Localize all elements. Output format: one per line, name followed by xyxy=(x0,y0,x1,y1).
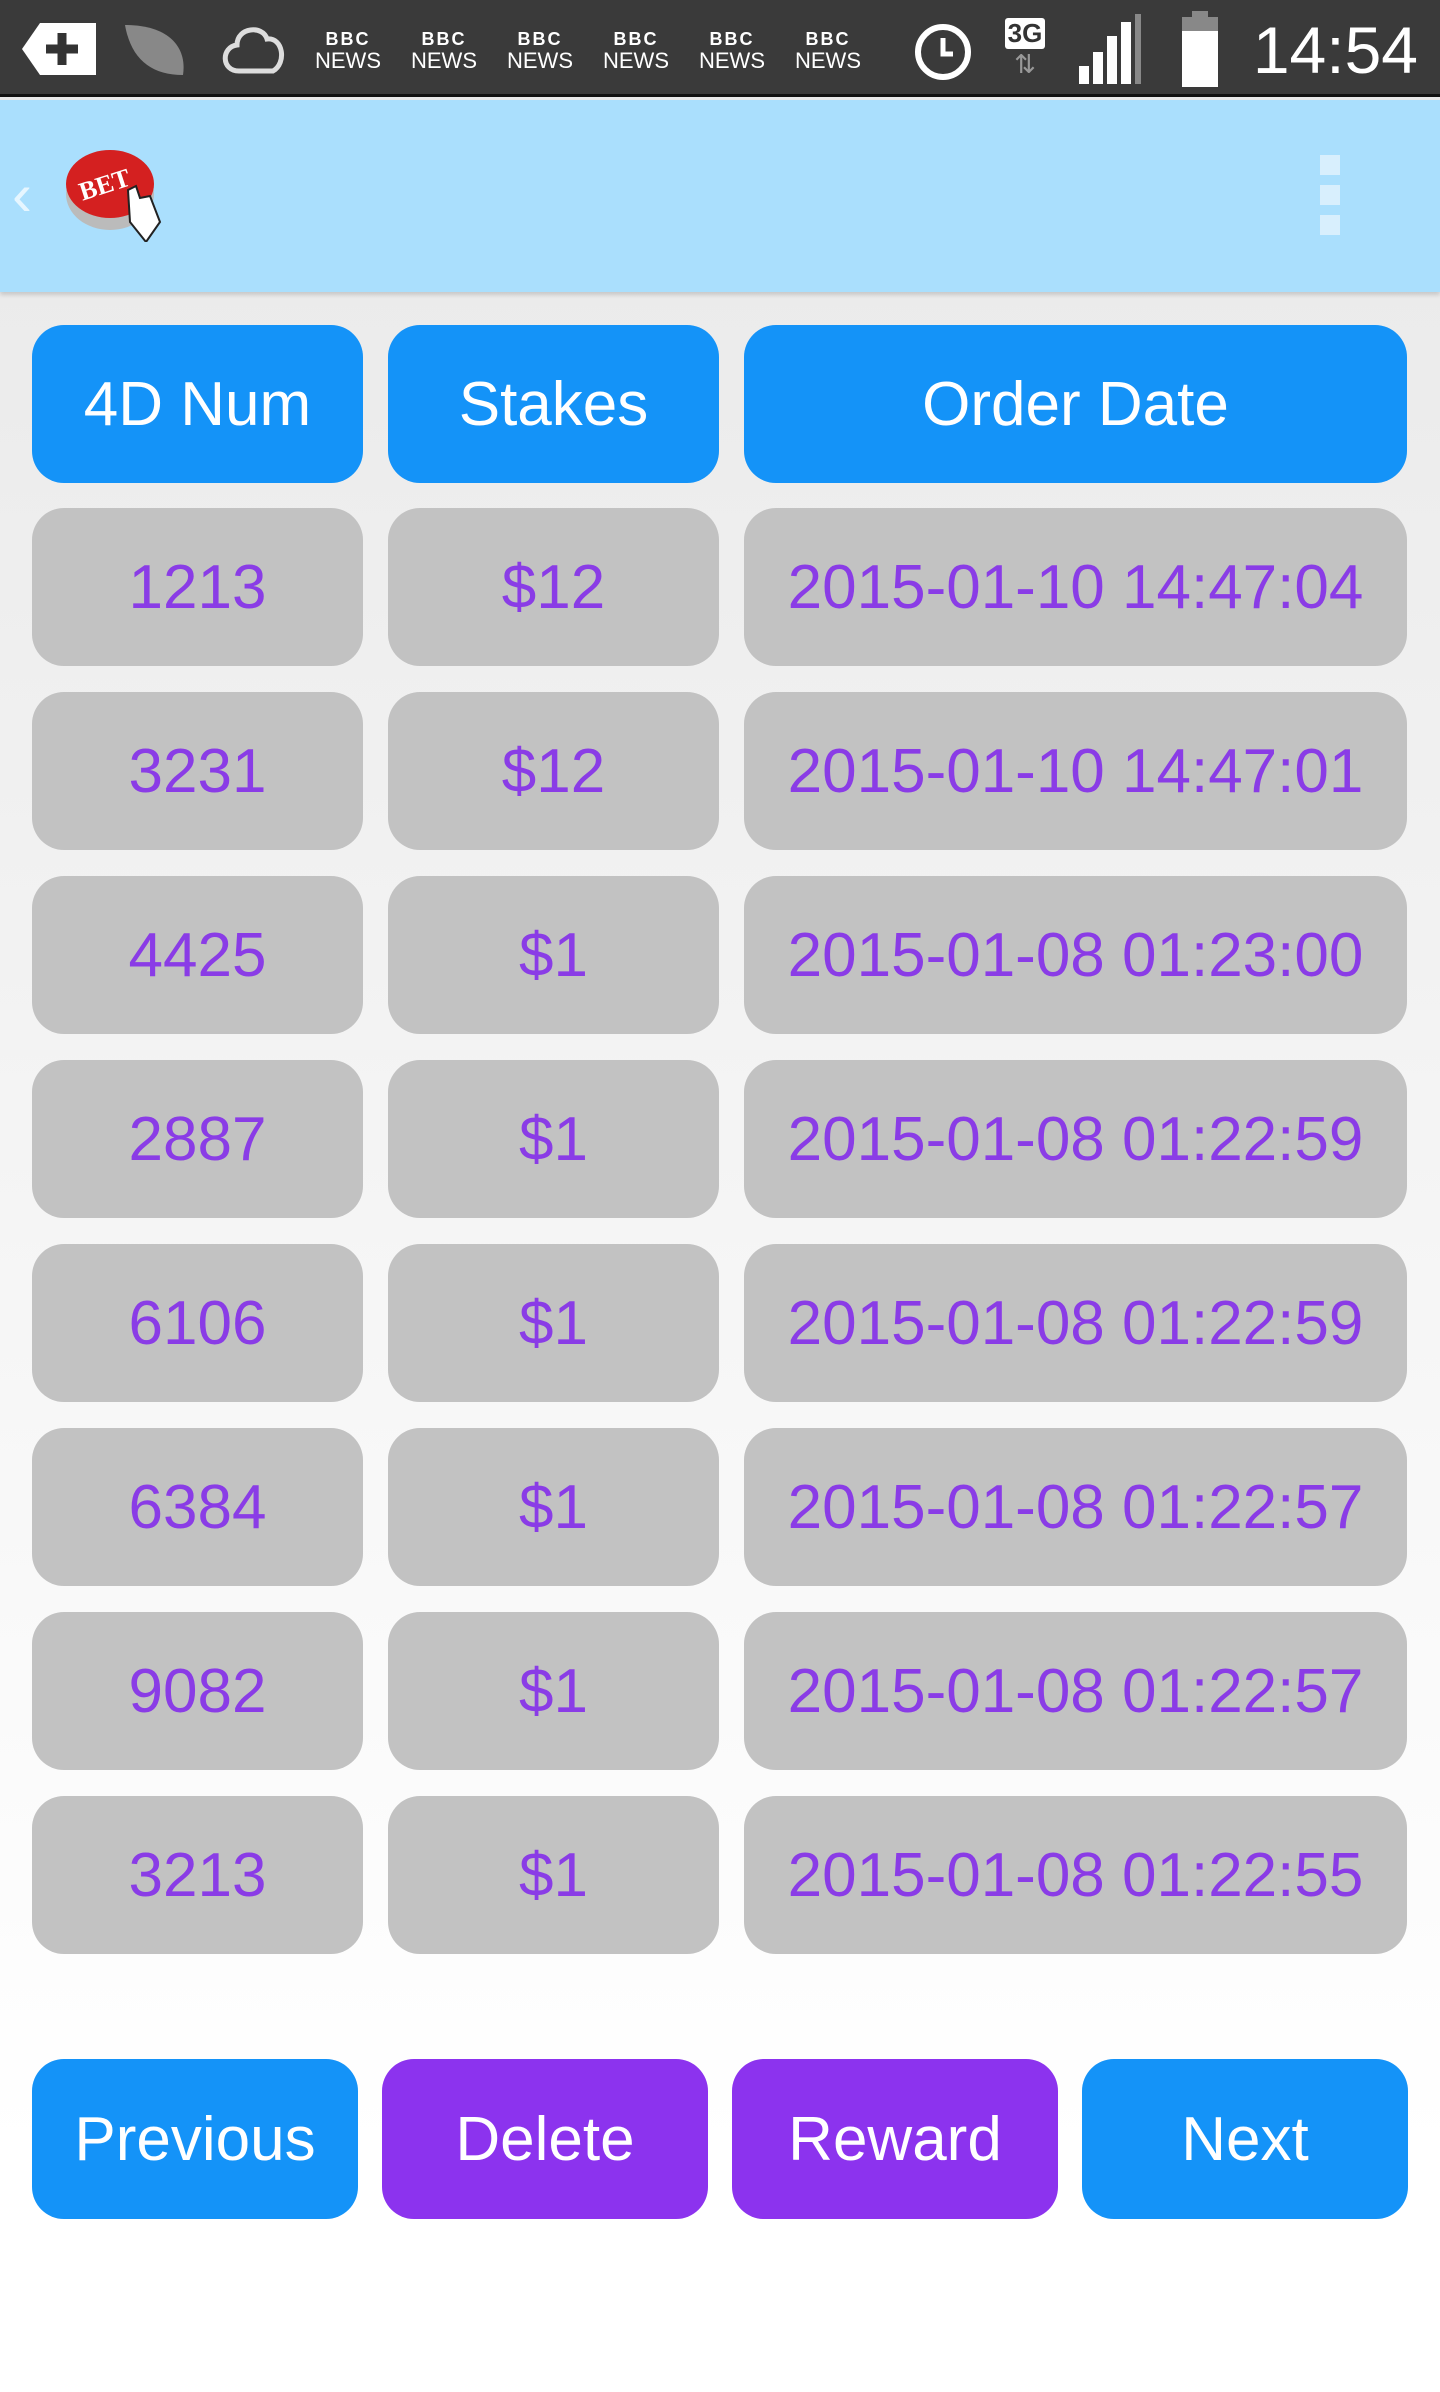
header-4d-num[interactable]: 4D Num xyxy=(32,325,363,483)
delete-button[interactable]: Delete xyxy=(382,2059,708,2219)
previous-button[interactable]: Previous xyxy=(32,2059,358,2219)
next-button[interactable]: Next xyxy=(1082,2059,1408,2219)
clock: 14:54 xyxy=(1252,13,1418,87)
row-stake[interactable]: $1 xyxy=(388,1244,719,1402)
row-order-date[interactable]: 2015-01-08 01:22:59 xyxy=(744,1060,1407,1218)
row-order-date[interactable]: 2015-01-10 14:47:01 xyxy=(744,692,1407,850)
bbc-news-icon: BBC NEWS xyxy=(603,29,669,73)
bbc-news-icon: BBC NEWS xyxy=(315,29,381,73)
battery-icon xyxy=(1170,11,1230,87)
row-4d-num[interactable]: 6106 xyxy=(32,1244,363,1402)
reward-button[interactable]: Reward xyxy=(732,2059,1058,2219)
row-4d-num[interactable]: 3231 xyxy=(32,692,363,850)
row-stake[interactable]: $1 xyxy=(388,1796,719,1954)
row-4d-num[interactable]: 4425 xyxy=(32,876,363,1034)
row-stake[interactable]: $1 xyxy=(388,1060,719,1218)
header-stakes[interactable]: Stakes xyxy=(388,325,719,483)
bbc-news-icon: BBC NEWS xyxy=(507,29,573,73)
back-chevron-icon[interactable]: ‹ xyxy=(12,161,32,228)
row-4d-num[interactable]: 9082 xyxy=(32,1612,363,1770)
overflow-menu-icon[interactable] xyxy=(1320,155,1340,245)
bbc-news-icon: BBC NEWS xyxy=(795,29,861,73)
row-4d-num[interactable]: 1213 xyxy=(32,508,363,666)
app-bar: ‹ BET xyxy=(0,100,1440,292)
row-stake[interactable]: $1 xyxy=(388,876,719,1034)
bet-logo[interactable]: BET xyxy=(58,142,168,244)
bbc-news-icon: BBC NEWS xyxy=(411,29,477,73)
add-icon xyxy=(22,14,98,84)
row-stake[interactable]: $12 xyxy=(388,508,719,666)
alarm-icon xyxy=(905,14,981,84)
row-order-date[interactable]: 2015-01-08 01:22:55 xyxy=(744,1796,1407,1954)
row-order-date[interactable]: 2015-01-08 01:22:57 xyxy=(744,1428,1407,1586)
row-order-date[interactable]: 2015-01-10 14:47:04 xyxy=(744,508,1407,666)
leaf-icon xyxy=(118,14,194,84)
status-bar: BBC NEWS BBC NEWS BBC NEWS BBC NEWS BBC NEWS … xyxy=(0,0,1440,97)
row-4d-num[interactable]: 2887 xyxy=(32,1060,363,1218)
network-3g-icon: 3G ⇅ xyxy=(995,14,1055,84)
header-order-date[interactable]: Order Date xyxy=(744,325,1407,483)
cloud-icon xyxy=(216,14,292,84)
row-4d-num[interactable]: 6384 xyxy=(32,1428,363,1586)
bbc-news-icon: BBC NEWS xyxy=(699,29,765,73)
row-order-date[interactable]: 2015-01-08 01:22:57 xyxy=(744,1612,1407,1770)
row-stake[interactable]: $12 xyxy=(388,692,719,850)
row-stake[interactable]: $1 xyxy=(388,1428,719,1586)
signal-icon xyxy=(1070,14,1150,84)
row-order-date[interactable]: 2015-01-08 01:23:00 xyxy=(744,876,1407,1034)
row-stake[interactable]: $1 xyxy=(388,1612,719,1770)
row-4d-num[interactable]: 3213 xyxy=(32,1796,363,1954)
row-order-date[interactable]: 2015-01-08 01:22:59 xyxy=(744,1244,1407,1402)
